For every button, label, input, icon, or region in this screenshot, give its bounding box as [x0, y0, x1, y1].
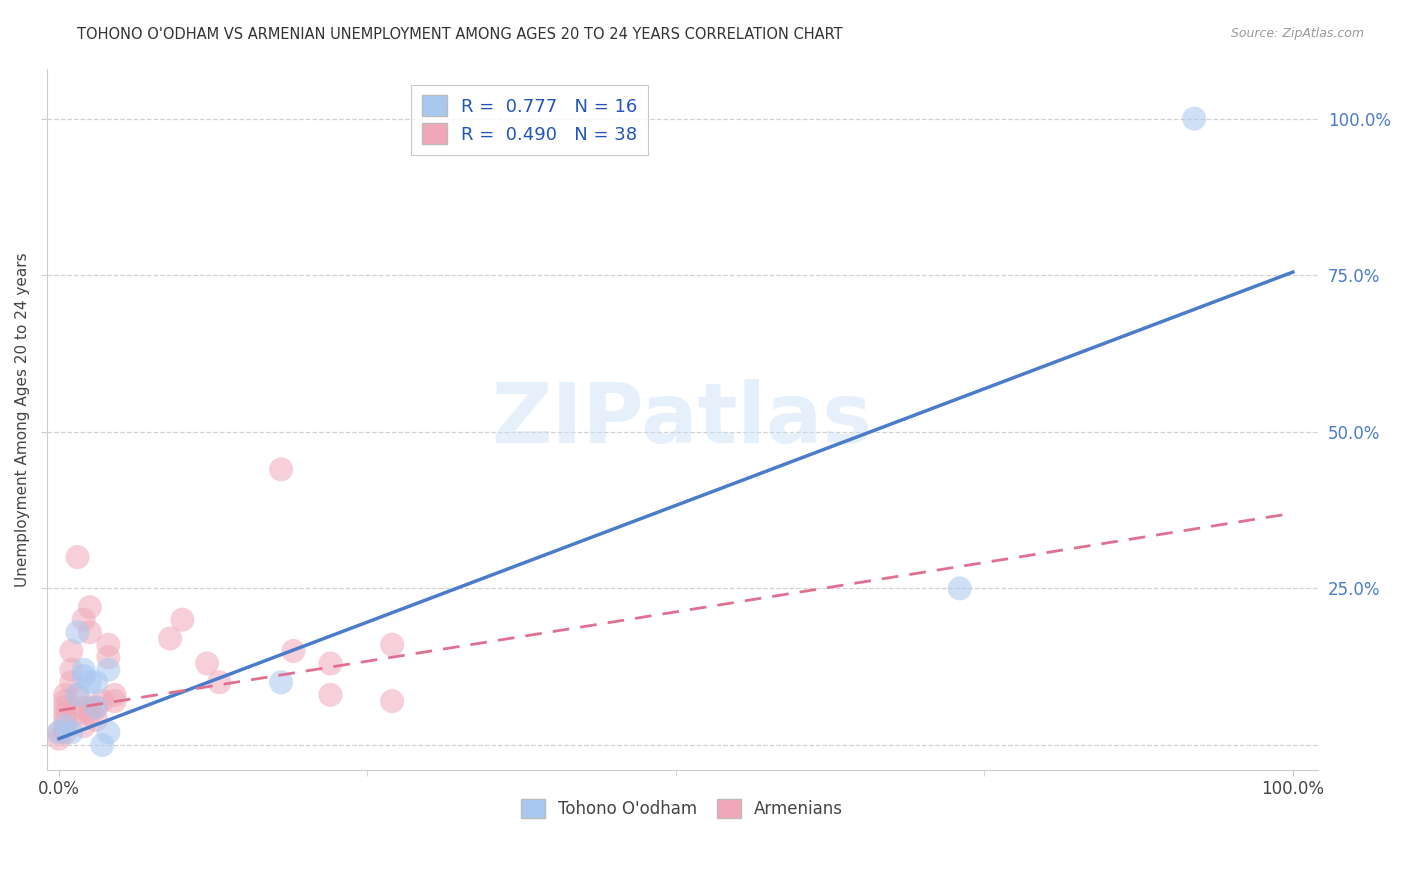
Point — [53, 713, 76, 727]
Point — [91, 738, 114, 752]
Point — [66, 549, 89, 564]
Point — [73, 700, 96, 714]
Point — [97, 638, 120, 652]
Point — [53, 688, 76, 702]
Legend: Tohono O'odham, Armenians: Tohono O'odham, Armenians — [515, 792, 849, 825]
Point — [84, 700, 107, 714]
Point — [283, 644, 305, 658]
Point — [66, 706, 89, 721]
Point — [53, 700, 76, 714]
Point — [97, 725, 120, 739]
Point — [103, 688, 125, 702]
Point — [381, 638, 404, 652]
Point — [60, 675, 83, 690]
Point — [97, 650, 120, 665]
Point — [60, 725, 83, 739]
Point — [159, 632, 181, 646]
Point — [73, 613, 96, 627]
Point — [949, 582, 972, 596]
Point — [84, 713, 107, 727]
Point — [172, 613, 194, 627]
Point — [270, 675, 292, 690]
Text: TOHONO O'ODHAM VS ARMENIAN UNEMPLOYMENT AMONG AGES 20 TO 24 YEARS CORRELATION CH: TOHONO O'ODHAM VS ARMENIAN UNEMPLOYMENT … — [77, 27, 844, 42]
Point — [97, 663, 120, 677]
Point — [270, 462, 292, 476]
Point — [66, 625, 89, 640]
Point — [60, 663, 83, 677]
Point — [319, 688, 342, 702]
Text: ZIPatlas: ZIPatlas — [492, 379, 873, 459]
Y-axis label: Unemployment Among Ages 20 to 24 years: Unemployment Among Ages 20 to 24 years — [15, 252, 30, 587]
Point — [66, 688, 89, 702]
Point — [73, 663, 96, 677]
Point — [79, 700, 101, 714]
Point — [53, 725, 76, 739]
Point — [79, 706, 101, 721]
Point — [53, 706, 76, 721]
Point — [48, 731, 70, 746]
Point — [195, 657, 218, 671]
Point — [60, 644, 83, 658]
Point — [208, 675, 231, 690]
Point — [79, 600, 101, 615]
Point — [73, 669, 96, 683]
Point — [79, 625, 101, 640]
Point — [84, 700, 107, 714]
Point — [66, 688, 89, 702]
Point — [1182, 112, 1205, 126]
Point — [319, 657, 342, 671]
Point — [103, 694, 125, 708]
Point — [53, 694, 76, 708]
Point — [79, 675, 101, 690]
Point — [84, 675, 107, 690]
Point — [48, 725, 70, 739]
Point — [73, 719, 96, 733]
Point — [48, 725, 70, 739]
Point — [53, 719, 76, 733]
Point — [91, 694, 114, 708]
Text: Source: ZipAtlas.com: Source: ZipAtlas.com — [1230, 27, 1364, 40]
Point — [381, 694, 404, 708]
